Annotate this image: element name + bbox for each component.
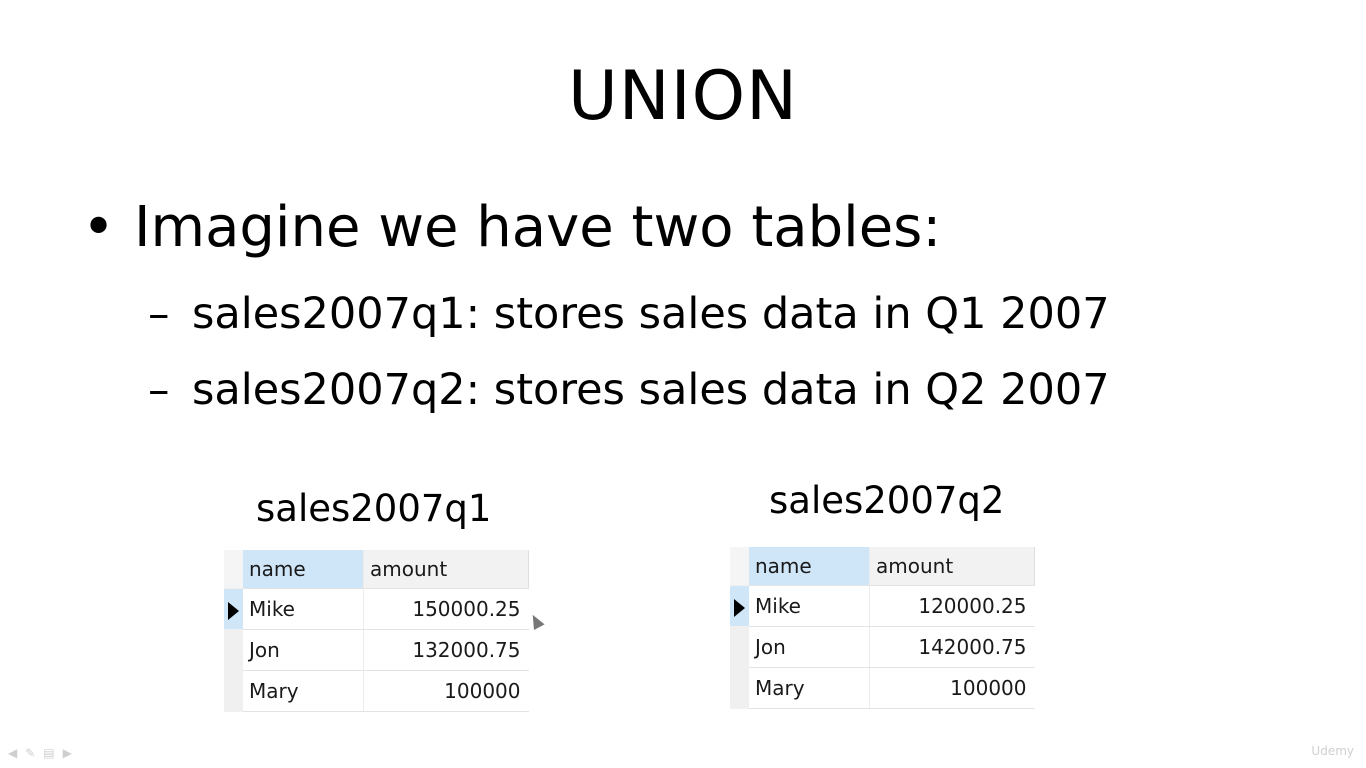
slide-title: UNION <box>567 57 799 136</box>
bullet-item: • Imagine we have two tables: <box>82 190 941 266</box>
cell-amount[interactable]: 120000.25 <box>869 585 1035 627</box>
column-header-amount[interactable]: amount <box>363 550 529 589</box>
table-caption: sales2007q2 <box>769 479 1005 522</box>
cell-name[interactable]: Jon <box>243 629 364 671</box>
row-indicator <box>224 629 243 671</box>
cell-name[interactable]: Mike <box>243 588 364 630</box>
watermark-logo: Udemy <box>1311 744 1354 758</box>
row-indicator <box>730 585 749 627</box>
subbullet-item: – sales2007q2: stores sales data in Q2 20… <box>148 360 1110 420</box>
table-caption: sales2007q1 <box>256 487 492 530</box>
column-header-name[interactable]: name <box>243 550 364 589</box>
table-row[interactable]: Mike 120000.25 <box>730 585 1035 627</box>
subbullet-item: – sales2007q1: stores sales data in Q1 20… <box>148 284 1110 344</box>
table-row[interactable]: Mary 100000 <box>224 670 529 712</box>
cell-amount[interactable]: 150000.25 <box>363 588 529 630</box>
cell-amount[interactable]: 142000.75 <box>869 626 1035 668</box>
table-row[interactable]: Jon 142000.75 <box>730 626 1035 668</box>
row-indicator <box>224 550 243 589</box>
cell-name[interactable]: Jon <box>749 626 870 668</box>
subbullet-text: sales2007q2: stores sales data in Q2 200… <box>192 365 1110 415</box>
cell-name[interactable]: Mary <box>243 670 364 712</box>
dash-icon: – <box>148 365 170 415</box>
slide-controls: ◀ ✎ ▤ ▶ <box>8 746 72 760</box>
table-row[interactable]: Jon 132000.75 <box>224 629 529 671</box>
prev-icon[interactable]: ◀ <box>8 746 18 760</box>
current-row-arrow-icon <box>228 601 239 620</box>
subbullet-text: sales2007q1: stores sales data in Q1 200… <box>192 289 1110 339</box>
cell-name[interactable]: Mary <box>749 667 870 709</box>
cell-amount[interactable]: 132000.75 <box>363 629 529 671</box>
result-grid: name amount Mike 150000.25 Jon 132000.75… <box>224 550 529 712</box>
menu-icon[interactable]: ▤ <box>43 746 55 760</box>
column-header-name[interactable]: name <box>749 547 870 586</box>
bullet-icon: • <box>82 195 116 260</box>
pen-icon[interactable]: ✎ <box>25 746 36 760</box>
cell-name[interactable]: Mike <box>749 585 870 627</box>
row-indicator <box>730 547 749 586</box>
dash-icon: – <box>148 289 170 339</box>
current-row-arrow-icon <box>734 598 745 617</box>
result-grid: name amount Mike 120000.25 Jon 142000.75… <box>730 547 1035 709</box>
row-indicator <box>730 626 749 668</box>
cell-amount[interactable]: 100000 <box>869 667 1035 709</box>
cell-amount[interactable]: 100000 <box>363 670 529 712</box>
mouse-pointer-icon <box>527 612 545 630</box>
row-indicator <box>730 667 749 709</box>
table-header-row: name amount <box>730 547 1035 586</box>
row-indicator <box>224 588 243 630</box>
row-indicator <box>224 670 243 712</box>
table-row[interactable]: Mike 150000.25 <box>224 588 529 630</box>
table-row[interactable]: Mary 100000 <box>730 667 1035 709</box>
column-header-amount[interactable]: amount <box>869 547 1035 586</box>
next-icon[interactable]: ▶ <box>62 746 72 760</box>
bullet-text: Imagine we have two tables: <box>134 195 942 260</box>
table-header-row: name amount <box>224 550 529 589</box>
